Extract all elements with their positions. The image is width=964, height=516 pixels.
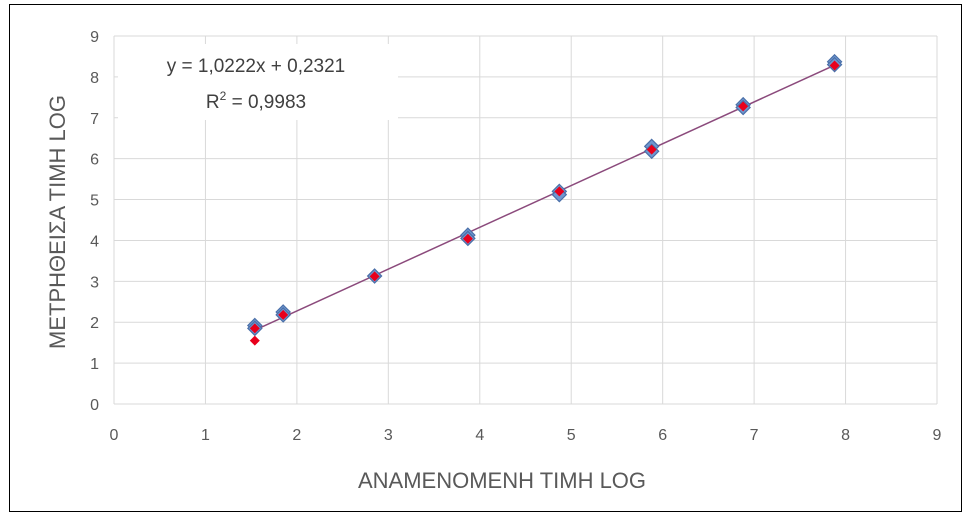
data-point: [249, 335, 260, 346]
y-tick-label: 3: [90, 274, 99, 291]
y-tick-label: 8: [90, 70, 99, 87]
data-point: [369, 271, 380, 282]
y-tick-label: 2: [90, 315, 99, 332]
x-tick-label: 5: [567, 427, 576, 444]
trendline-equation: y = 1,0222x + 0,2321: [167, 56, 346, 77]
y-tick-label: 4: [90, 233, 99, 250]
data-point: [462, 233, 473, 244]
y-tick-label: 1: [90, 356, 99, 373]
data-points: [246, 53, 843, 346]
data-point: [646, 144, 657, 155]
x-tick-label: 9: [933, 427, 942, 444]
y-tick-label: 0: [90, 397, 99, 414]
x-tick-label: 3: [384, 427, 393, 444]
y-tick-label: 9: [90, 29, 99, 46]
y-tick-label: 5: [90, 193, 99, 210]
y-tick-label: 7: [90, 111, 99, 128]
y-axis-title: ΜΕΤΡΗΘΕΙΣΑ ΤΙΜΗ LOG: [45, 95, 70, 349]
x-tick-label: 2: [292, 427, 301, 444]
data-point: [829, 60, 840, 71]
data-point: [738, 101, 749, 112]
x-axis-title: ANAMENOMENH TIMH LOG: [358, 468, 646, 493]
x-tick-label: 8: [841, 427, 850, 444]
x-tick-label: 4: [475, 427, 484, 444]
data-point: [554, 186, 565, 197]
x-tick-label: 0: [110, 427, 119, 444]
r-squared-label: R2 = 0,9983: [206, 89, 306, 113]
y-tick-label: 6: [90, 152, 99, 169]
x-tick-label: 6: [658, 427, 667, 444]
tick-labels: 0 1 2 3 4 5 6 7 8 9 0 1 2 3 4 5 6 7 8 9: [90, 29, 941, 444]
x-tick-label: 1: [201, 427, 210, 444]
data-point: [249, 323, 260, 334]
x-tick-label: 7: [750, 427, 759, 444]
equation-box: [118, 44, 398, 120]
data-point: [278, 309, 289, 320]
